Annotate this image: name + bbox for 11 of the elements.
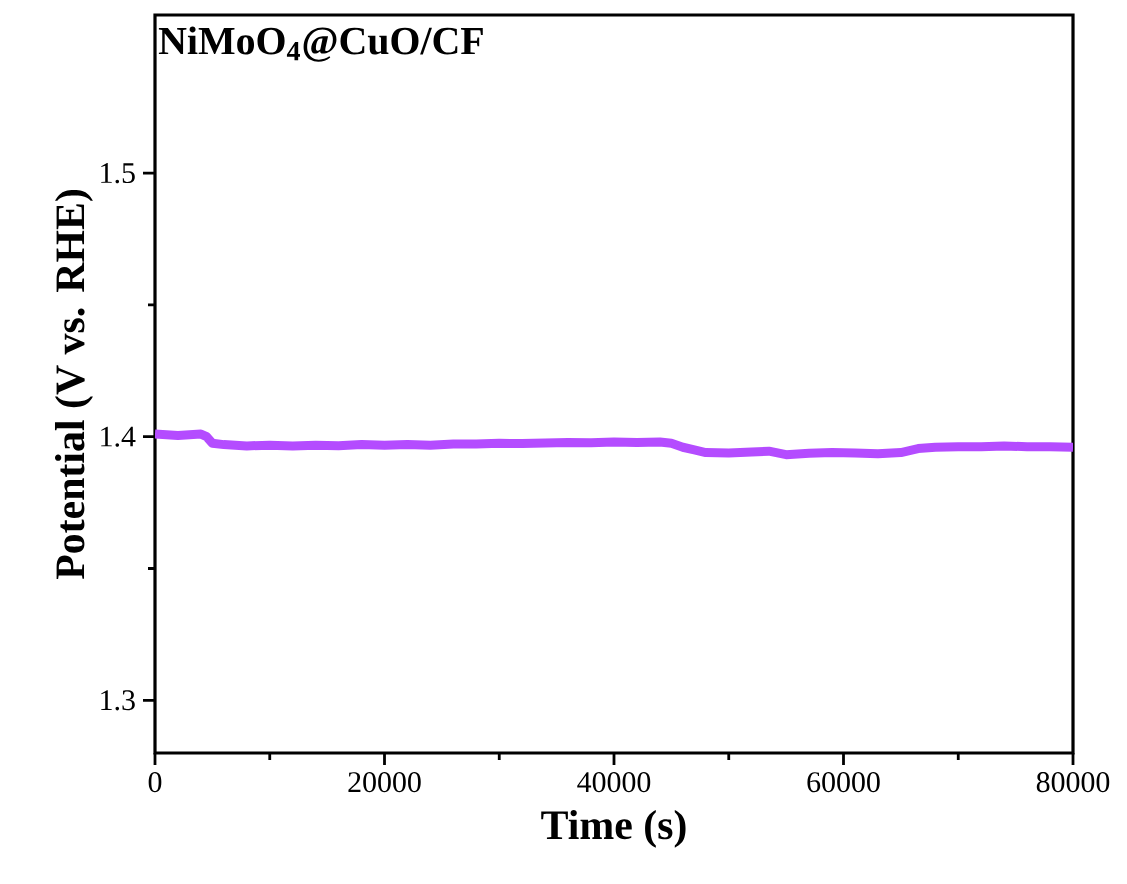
y-tick-label: 1.3 [101, 690, 135, 711]
y-axis-title: Potential (V vs. RHE) [54, 190, 93, 580]
chart-title: NiMoO$_{4}$@CuO/CF [158, 26, 483, 62]
y-tick-label: 1.4 [101, 426, 136, 447]
x-tick-label: 80000 [1036, 772, 1110, 793]
x-tick-label: 60000 [807, 772, 880, 793]
y-tick-label: 1.5 [101, 163, 135, 184]
x-axis-title: Time (s) [541, 809, 686, 848]
x-tick-label: 0 [148, 772, 162, 793]
x-tick-label: 40000 [577, 772, 651, 793]
x-tick-label: 20000 [348, 772, 421, 793]
